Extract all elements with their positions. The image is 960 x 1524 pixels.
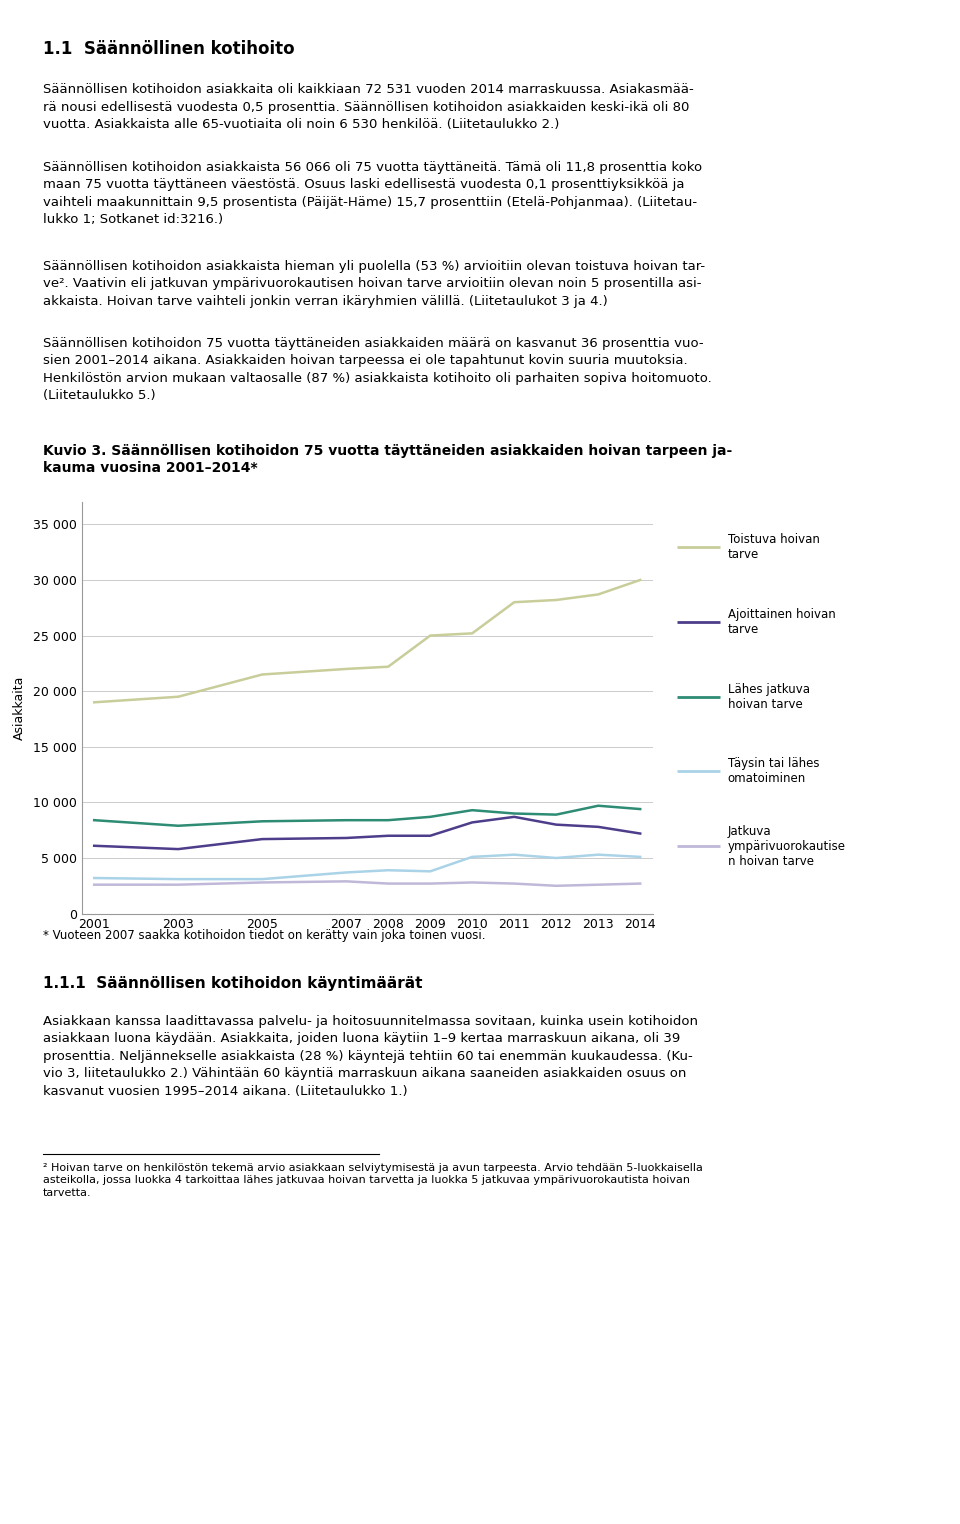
Text: Lähes jatkuva
hoivan tarve: Lähes jatkuva hoivan tarve bbox=[728, 683, 809, 710]
Text: Jatkuva
ympärivuorokautise
n hoivan tarve: Jatkuva ympärivuorokautise n hoivan tarv… bbox=[728, 824, 846, 867]
Y-axis label: Asiakkaita: Asiakkaita bbox=[12, 675, 26, 741]
Text: Säännöllisen kotihoidon asiakkaita oli kaikkiaan 72 531 vuoden 2014 marraskuussa: Säännöllisen kotihoidon asiakkaita oli k… bbox=[43, 84, 694, 131]
Text: ² Hoivan tarve on henkilöstön tekemä arvio asiakkaan selviytymisestä ja avun tar: ² Hoivan tarve on henkilöstön tekemä arv… bbox=[43, 1163, 703, 1198]
Text: Säännöllisen kotihoidon 75 vuotta täyttäneiden asiakkaiden määrä on kasvanut 36 : Säännöllisen kotihoidon 75 vuotta täyttä… bbox=[43, 337, 712, 402]
Text: Asiakkaan kanssa laadittavassa palvelu- ja hoitosuunnitelmassa sovitaan, kuinka : Asiakkaan kanssa laadittavassa palvelu- … bbox=[43, 1015, 698, 1097]
Text: 1.1  Säännöllinen kotihoito: 1.1 Säännöllinen kotihoito bbox=[43, 40, 295, 58]
Text: Säännöllisen kotihoidon asiakkaista hieman yli puolella (53 %) arvioitiin olevan: Säännöllisen kotihoidon asiakkaista hiem… bbox=[43, 259, 706, 308]
Text: * Vuoteen 2007 saakka kotihoidon tiedot on kerätty vain joka toinen vuosi.: * Vuoteen 2007 saakka kotihoidon tiedot … bbox=[43, 928, 486, 942]
Text: Säännöllisen kotihoidon asiakkaista 56 066 oli 75 vuotta täyttäneitä. Tämä oli 1: Säännöllisen kotihoidon asiakkaista 56 0… bbox=[43, 160, 703, 226]
Text: Toistuva hoivan
tarve: Toistuva hoivan tarve bbox=[728, 533, 820, 561]
Text: 1.1.1  Säännöllisen kotihoidon käyntimäärät: 1.1.1 Säännöllisen kotihoidon käyntimäär… bbox=[43, 975, 422, 991]
Text: Kuvio 3. Säännöllisen kotihoidon 75 vuotta täyttäneiden asiakkaiden hoivan tarpe: Kuvio 3. Säännöllisen kotihoidon 75 vuot… bbox=[43, 443, 732, 475]
Text: Täysin tai lähes
omatoiminen: Täysin tai lähes omatoiminen bbox=[728, 757, 819, 785]
Text: Ajoittainen hoivan
tarve: Ajoittainen hoivan tarve bbox=[728, 608, 835, 636]
